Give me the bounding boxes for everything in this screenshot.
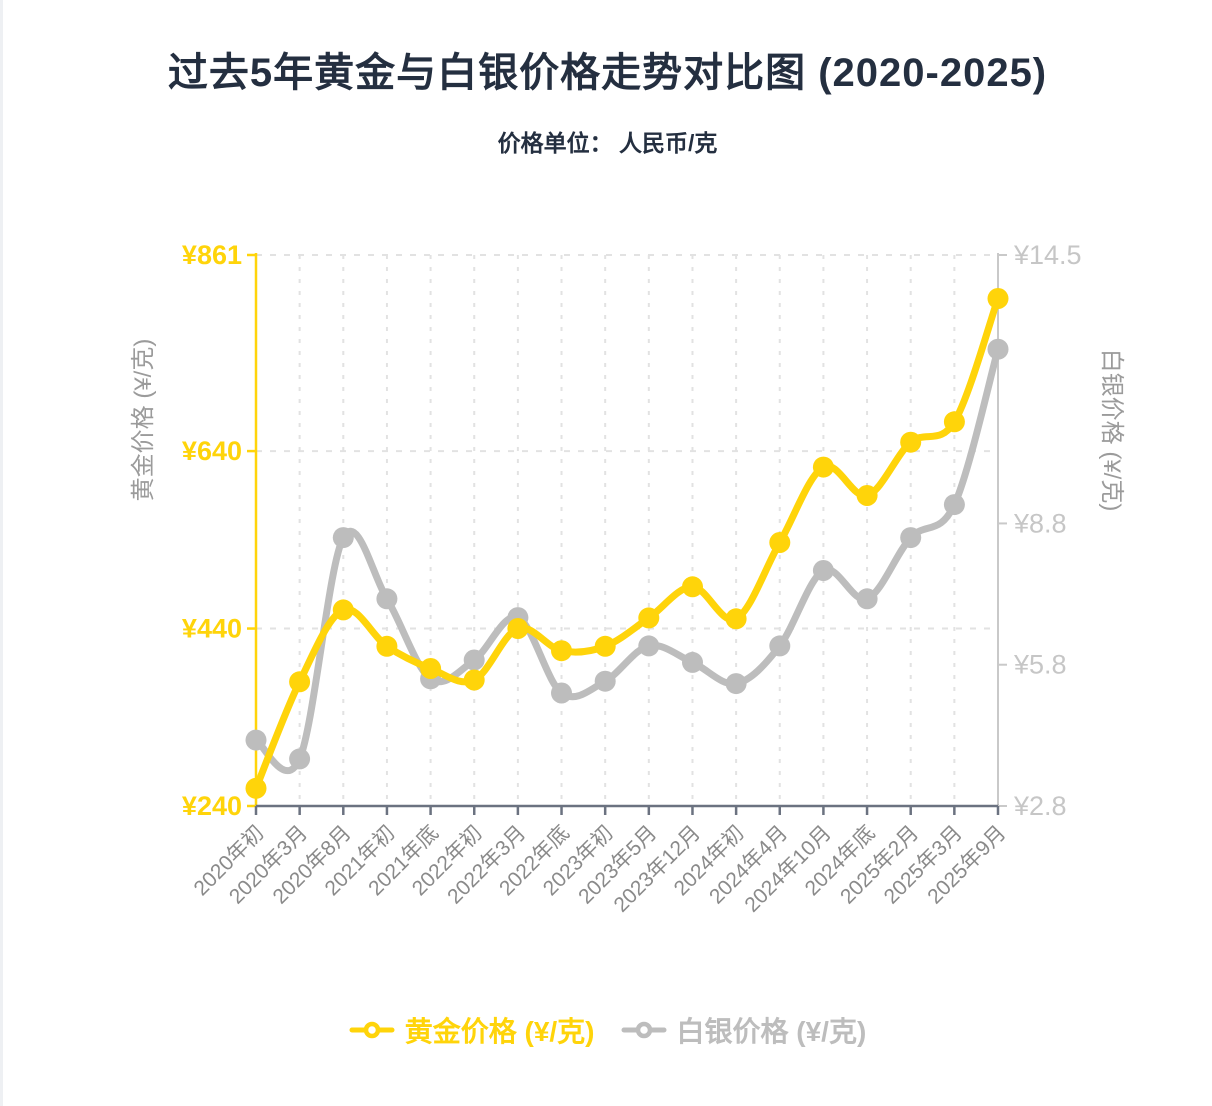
left-axis-tick-label: ¥240 — [182, 791, 242, 821]
silver-data-point[interactable] — [725, 673, 747, 695]
silver-data-point[interactable] — [900, 527, 922, 549]
right-axis-tick-label: ¥5.8 — [1013, 650, 1067, 680]
silver-line — [252, 345, 1002, 774]
gold-data-point[interactable] — [638, 607, 660, 629]
silver-legend-marker-icon — [621, 1021, 666, 1039]
right-axis-tick-label: ¥8.8 — [1013, 508, 1067, 538]
legend-item-gold[interactable]: 黄金价格 (¥/克) — [349, 1010, 595, 1050]
left-axis-tick-label: ¥440 — [182, 614, 242, 644]
line-chart-canvas: ¥240¥440¥640¥861¥2.8¥5.8¥8.8¥14.52020年初2… — [130, 240, 1125, 917]
gold-data-point[interactable] — [856, 485, 878, 506]
legend-label-gold: 黄金价格 (¥/克) — [404, 1016, 595, 1047]
gold-legend-marker-icon — [349, 1021, 395, 1039]
gold-data-point[interactable] — [420, 658, 442, 679]
left-axis-tick-label: ¥640 — [182, 436, 242, 466]
silver-data-point[interactable] — [682, 651, 703, 673]
gold-data-point[interactable] — [463, 669, 485, 691]
gold-data-point[interactable] — [725, 608, 747, 630]
gold-data-point[interactable] — [943, 411, 965, 433]
chart-legend: 黄金价格 (¥/克) 白银价格 (¥/克) — [3, 1010, 1212, 1050]
gold-data-point[interactable] — [507, 618, 529, 639]
legend-item-silver[interactable]: 白银价格 (¥/克) — [621, 1010, 867, 1050]
gold-data-point[interactable] — [900, 431, 922, 453]
gold-line — [252, 295, 1002, 792]
right-axis-tick-label: ¥2.8 — [1013, 791, 1067, 821]
gold-data-point[interactable] — [376, 635, 398, 657]
silver-data-point[interactable] — [856, 588, 878, 610]
silver-data-point[interactable] — [245, 729, 267, 751]
legend-label-silver: 白银价格 (¥/克) — [676, 1016, 867, 1047]
gold-data-point[interactable] — [245, 777, 267, 799]
silver-data-point[interactable] — [376, 588, 398, 610]
left-axis-title: 黄金价格 (¥/克) — [130, 339, 157, 502]
left-axis-tick-label: ¥861 — [182, 240, 242, 270]
silver-data-point[interactable] — [289, 748, 311, 770]
right-axis-tick-label: ¥14.5 — [1013, 240, 1082, 270]
gold-data-point[interactable] — [682, 576, 703, 598]
gold-data-point[interactable] — [769, 532, 791, 553]
silver-data-point[interactable] — [638, 635, 660, 657]
gold-data-point[interactable] — [551, 640, 572, 662]
gold-data-point[interactable] — [987, 288, 1009, 309]
chart-subtitle: 价格单位： 人民币/克 — [497, 130, 718, 156]
silver-data-point[interactable] — [769, 635, 791, 657]
silver-data-point[interactable] — [551, 682, 572, 704]
right-axis-title: 白银价格 (¥/克) — [1098, 349, 1125, 512]
silver-data-point[interactable] — [812, 560, 834, 581]
silver-data-point[interactable] — [987, 338, 1009, 360]
silver-data-point[interactable] — [463, 649, 485, 671]
silver-data-point[interactable] — [943, 494, 965, 516]
silver-data-point[interactable] — [332, 527, 354, 549]
gold-data-point[interactable] — [594, 635, 616, 657]
silver-data-point[interactable] — [594, 670, 616, 692]
gold-data-point[interactable] — [812, 456, 834, 478]
gold-data-point[interactable] — [332, 599, 354, 621]
chart-title: 过去5年黄金与白银价格走势对比图 (2020-2025) — [167, 51, 1048, 95]
gold-data-point[interactable] — [289, 671, 311, 693]
